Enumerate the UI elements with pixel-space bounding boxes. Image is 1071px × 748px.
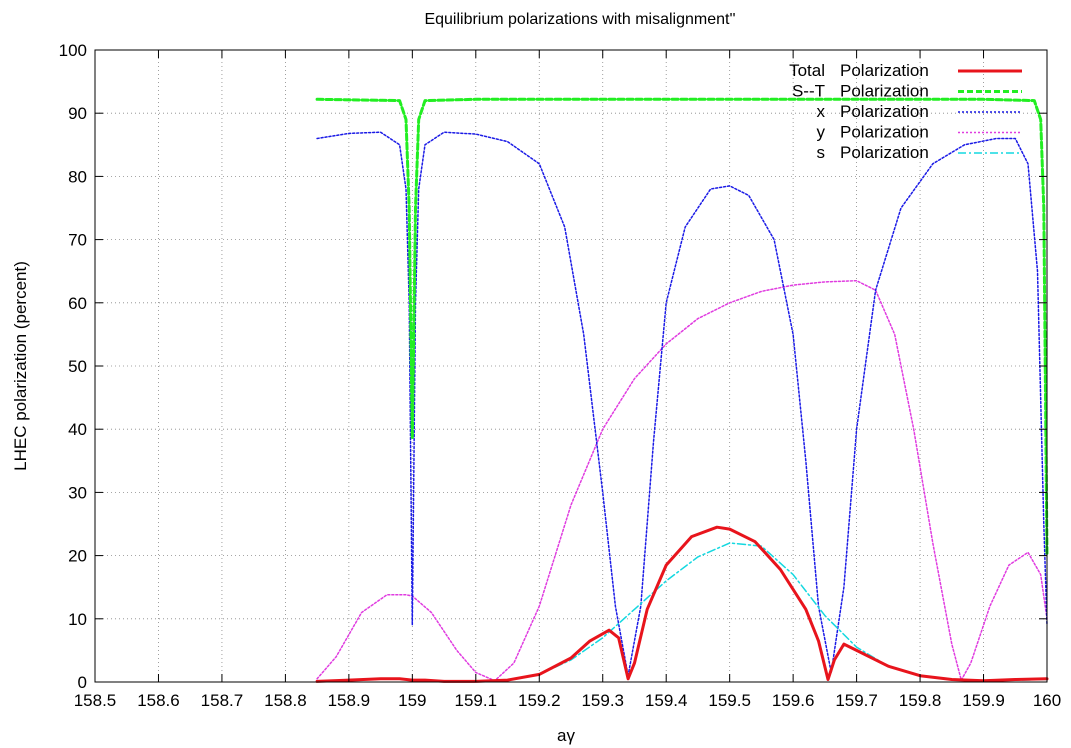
- x-tick-label: 158.6: [137, 691, 180, 710]
- x-tick-label: 159.3: [581, 691, 624, 710]
- x-tick-label: 159.7: [835, 691, 878, 710]
- y-tick-label: 0: [78, 673, 87, 692]
- x-tick-label: 159.9: [962, 691, 1005, 710]
- x-tick-label: 158.7: [201, 691, 244, 710]
- legend-label-5: Polarization: [840, 143, 929, 162]
- y-tick-label: 80: [68, 167, 87, 186]
- x-tick-label: 160: [1033, 691, 1061, 710]
- y-tick-label: 70: [68, 231, 87, 250]
- legend-key-1: Total: [789, 61, 825, 80]
- y-tick-label: 50: [68, 357, 87, 376]
- y-axis-label: LHEC polarization (percent): [11, 261, 30, 471]
- legend-key-4: y: [817, 123, 826, 142]
- legend: Total Polarization S--T Polarization x Polari…: [789, 61, 1022, 162]
- series-line-total: [315, 525, 1049, 683]
- y-tick-label: 100: [59, 41, 87, 60]
- x-tick-label: 159.2: [518, 691, 561, 710]
- x-tick-label: 159.1: [455, 691, 498, 710]
- y-tick-label: 10: [68, 610, 87, 629]
- legend-label-2: Polarization: [840, 82, 929, 101]
- y-tick-label: 90: [68, 104, 87, 123]
- legend-key-2: S--T: [792, 82, 825, 101]
- x-tick-label: 159.5: [708, 691, 751, 710]
- y-tick-label: 20: [68, 547, 87, 566]
- x-tick-label: 159.6: [772, 691, 815, 710]
- series-line-y: [316, 279, 1048, 682]
- x-tick-label: 158.9: [328, 691, 371, 710]
- x-tick-label: 158.5: [74, 691, 117, 710]
- series-layer: [315, 97, 1049, 683]
- series-line-s-t: [315, 97, 1049, 558]
- x-tick-label: 159.8: [899, 691, 942, 710]
- legend-key-5: s: [817, 143, 826, 162]
- ticks: 158.5 158.6 158.7 158.8 158.9 159 159.1 159.2 15…: [59, 41, 1062, 710]
- x-axis-label: aγ: [557, 726, 575, 745]
- legend-label-4: Polarization: [840, 123, 929, 142]
- y-tick-label: 30: [68, 483, 87, 502]
- y-tick-label: 60: [68, 294, 87, 313]
- x-tick-label: 159.4: [645, 691, 688, 710]
- x-tick-label: 158.8: [264, 691, 307, 710]
- y-tick-label: 40: [68, 420, 87, 439]
- legend-key-3: x: [817, 102, 826, 121]
- legend-label-3: Polarization: [840, 102, 929, 121]
- legend-label-1: Polarization: [840, 61, 929, 80]
- x-tick-label: 159: [398, 691, 426, 710]
- chart-title: Equilibrium polarizations with misalignm…: [424, 11, 735, 28]
